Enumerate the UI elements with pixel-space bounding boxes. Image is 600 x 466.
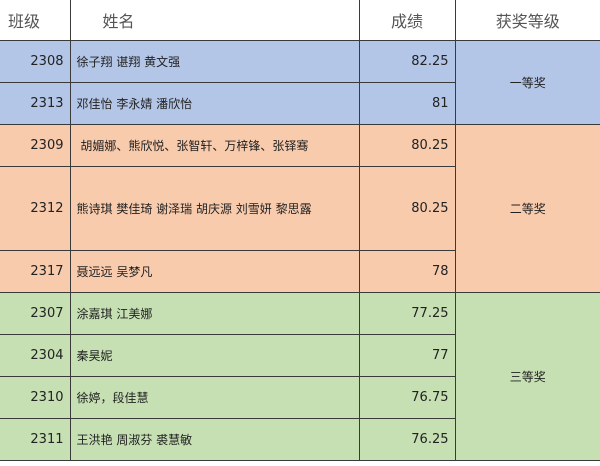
class-cell: 2310 — [0, 376, 71, 419]
award-cell-second: 二等奖 — [454, 124, 600, 293]
header-class: 班级 — [0, 0, 71, 41]
table-row: 2304 秦昊妮 77 — [0, 334, 600, 377]
header-names: 姓名 — [69, 0, 360, 41]
class-cell: 2308 — [0, 40, 71, 83]
class-cell: 2313 — [0, 82, 71, 125]
class-cell: 2304 — [0, 334, 71, 377]
table-row: 2317 聂远远 吴梦凡 78 — [0, 250, 600, 293]
score-cell: 80.25 — [358, 124, 456, 167]
names-cell: 秦昊妮 — [69, 334, 360, 377]
table-row: 2308 徐子翔 谌翔 黄文强 82.25 一等奖 — [0, 40, 600, 125]
score-cell: 78 — [358, 250, 456, 293]
names-cell: 徐婷，段佳慧 — [69, 376, 360, 419]
table-row: 2312 熊诗琪 樊佳琦 谢泽瑞 胡庆源 刘雪妍 黎思露 80.25 — [0, 166, 600, 251]
class-cell: 2317 — [0, 250, 71, 293]
score-cell: 80.25 — [358, 166, 456, 251]
score-cell: 76.75 — [358, 376, 456, 419]
score-cell: 77.25 — [358, 292, 456, 335]
table-row: 2309 胡媚娜、熊欣悦、张智轩、万梓锋、张铎骞 80.25 二等奖 — [0, 124, 600, 293]
award-cell-first: 一等奖 — [454, 40, 600, 125]
header-score: 成绩 — [358, 0, 456, 41]
score-cell: 76.25 — [358, 418, 456, 461]
class-cell: 2307 — [0, 292, 71, 335]
table-row: 2307 涂嘉琪 江美娜 77.25 三等奖 — [0, 292, 600, 461]
names-cell: 徐子翔 谌翔 黄文强 — [69, 40, 360, 83]
class-cell: 2312 — [0, 166, 71, 251]
class-cell: 2309 — [0, 124, 71, 167]
class-cell: 2311 — [0, 418, 71, 461]
names-cell: 王洪艳 周淑芬 裘慧敏 — [69, 418, 360, 461]
header-award: 获奖等级 — [454, 0, 600, 41]
names-cell: 涂嘉琪 江美娜 — [69, 292, 360, 335]
score-cell: 81 — [358, 82, 456, 125]
names-cell: 邓佳怡 李永婧 潘欣怡 — [69, 82, 360, 125]
table-row: 2311 王洪艳 周淑芬 裘慧敏 76.25 — [0, 418, 600, 461]
names-cell: 胡媚娜、熊欣悦、张智轩、万梓锋、张铎骞 — [69, 124, 360, 167]
award-cell-third: 三等奖 — [454, 292, 600, 461]
names-cell: 聂远远 吴梦凡 — [69, 250, 360, 293]
names-cell: 熊诗琪 樊佳琦 谢泽瑞 胡庆源 刘雪妍 黎思露 — [69, 166, 360, 251]
score-cell: 77 — [358, 334, 456, 377]
score-cell: 82.25 — [358, 40, 456, 83]
header-row: 班级 姓名 成绩 获奖等级 — [0, 0, 600, 41]
